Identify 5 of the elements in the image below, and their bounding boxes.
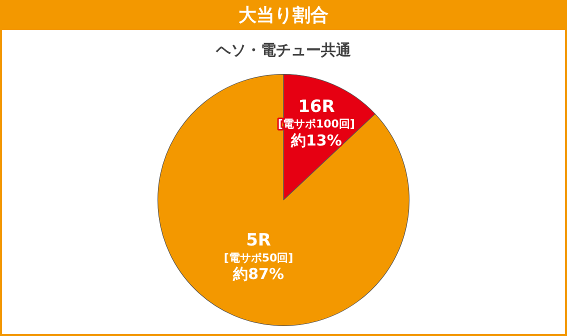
data-label: 約87%	[232, 265, 284, 284]
slice-label: 5R [電サポ50回]	[224, 230, 294, 265]
chart-title: 大当り割合	[2, 2, 565, 30]
chart-subtitle: ヘソ・電チュー共通	[215, 40, 352, 59]
data-label: 約13%	[290, 131, 342, 150]
